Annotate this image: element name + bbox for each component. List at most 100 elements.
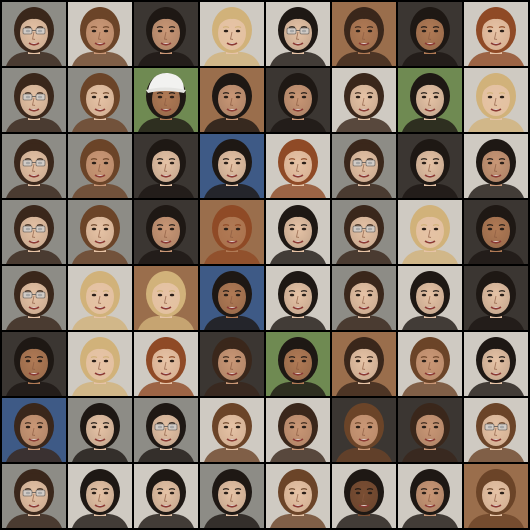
face-portrait <box>200 464 264 528</box>
face-tile-r1-c8 <box>464 2 528 66</box>
face-portrait <box>332 68 396 132</box>
face-portrait <box>68 464 132 528</box>
face-tile-r8-c3 <box>134 464 198 528</box>
face-tile-r7-c1 <box>2 398 66 462</box>
face-portrait <box>134 134 198 198</box>
face-portrait <box>200 134 264 198</box>
face-tile-r7-c2 <box>68 398 132 462</box>
face-portrait <box>266 266 330 330</box>
face-portrait <box>2 464 66 528</box>
face-tile-r7-c8 <box>464 398 528 462</box>
face-portrait <box>398 68 462 132</box>
face-portrait <box>266 332 330 396</box>
face-portrait <box>200 266 264 330</box>
face-portrait <box>398 266 462 330</box>
face-tile-r2-c4 <box>200 68 264 132</box>
face-portrait <box>398 398 462 462</box>
face-tile-r5-c3 <box>134 266 198 330</box>
face-portrait <box>332 398 396 462</box>
face-portrait <box>200 68 264 132</box>
face-tile-r1-c2 <box>68 2 132 66</box>
face-tile-r5-c6 <box>332 266 396 330</box>
face-tile-r1-c7 <box>398 2 462 66</box>
face-portrait <box>332 2 396 66</box>
face-portrait <box>2 68 66 132</box>
face-tile-r7-c4 <box>200 398 264 462</box>
face-tile-r5-c7 <box>398 266 462 330</box>
face-tile-r2-c6 <box>332 68 396 132</box>
face-portrait <box>200 200 264 264</box>
face-tile-r4-c5 <box>266 200 330 264</box>
face-tile-r8-c4 <box>200 464 264 528</box>
face-tile-r8-c6 <box>332 464 396 528</box>
face-tile-r4-c1 <box>2 200 66 264</box>
face-tile-r2-c3 <box>134 68 198 132</box>
face-tile-r6-c8 <box>464 332 528 396</box>
face-portrait <box>464 398 528 462</box>
face-tile-r1-c3 <box>134 2 198 66</box>
face-tile-r5-c5 <box>266 266 330 330</box>
face-portrait <box>332 134 396 198</box>
face-tile-r5-c1 <box>2 266 66 330</box>
face-portrait <box>266 464 330 528</box>
face-portrait <box>134 266 198 330</box>
face-tile-r1-c6 <box>332 2 396 66</box>
face-tile-r6-c4 <box>200 332 264 396</box>
face-portrait <box>134 2 198 66</box>
face-portrait <box>68 200 132 264</box>
face-tile-r2-c1 <box>2 68 66 132</box>
face-tile-r4-c4 <box>200 200 264 264</box>
face-tile-r3-c5 <box>266 134 330 198</box>
face-portrait <box>464 464 528 528</box>
face-tile-r8-c5 <box>266 464 330 528</box>
face-tile-r7-c6 <box>332 398 396 462</box>
face-portrait <box>68 332 132 396</box>
face-tile-r3-c2 <box>68 134 132 198</box>
face-portrait <box>266 2 330 66</box>
face-portrait <box>464 200 528 264</box>
face-portrait <box>398 332 462 396</box>
face-portrait <box>398 200 462 264</box>
face-tile-r5-c8 <box>464 266 528 330</box>
face-tile-r8-c7 <box>398 464 462 528</box>
face-portrait <box>2 2 66 66</box>
face-portrait <box>2 266 66 330</box>
face-portrait <box>134 68 198 132</box>
face-portrait <box>464 332 528 396</box>
face-portrait <box>68 68 132 132</box>
face-tile-r4-c8 <box>464 200 528 264</box>
face-tile-r2-c5 <box>266 68 330 132</box>
face-tile-r4-c6 <box>332 200 396 264</box>
face-portrait <box>398 134 462 198</box>
face-portrait <box>332 464 396 528</box>
face-portrait <box>134 332 198 396</box>
face-tile-r6-c5 <box>266 332 330 396</box>
face-portrait <box>398 2 462 66</box>
face-portrait <box>266 398 330 462</box>
face-portrait <box>266 134 330 198</box>
face-portrait <box>332 266 396 330</box>
face-portrait <box>134 464 198 528</box>
face-tile-r4-c3 <box>134 200 198 264</box>
face-portrait <box>332 332 396 396</box>
face-portrait <box>266 200 330 264</box>
face-portrait <box>68 2 132 66</box>
face-tile-r7-c3 <box>134 398 198 462</box>
face-tile-r5-c4 <box>200 266 264 330</box>
face-tile-r2-c8 <box>464 68 528 132</box>
face-tile-r3-c3 <box>134 134 198 198</box>
face-portrait <box>266 68 330 132</box>
face-portrait <box>398 464 462 528</box>
face-tile-r6-c2 <box>68 332 132 396</box>
face-tile-r5-c2 <box>68 266 132 330</box>
face-portrait <box>134 200 198 264</box>
face-tile-r3-c4 <box>200 134 264 198</box>
face-portrait <box>68 398 132 462</box>
face-tile-r2-c2 <box>68 68 132 132</box>
face-tile-r1-c1 <box>2 2 66 66</box>
face-tile-r7-c7 <box>398 398 462 462</box>
face-tile-r3-c6 <box>332 134 396 198</box>
face-tile-r3-c7 <box>398 134 462 198</box>
face-tile-r8-c2 <box>68 464 132 528</box>
